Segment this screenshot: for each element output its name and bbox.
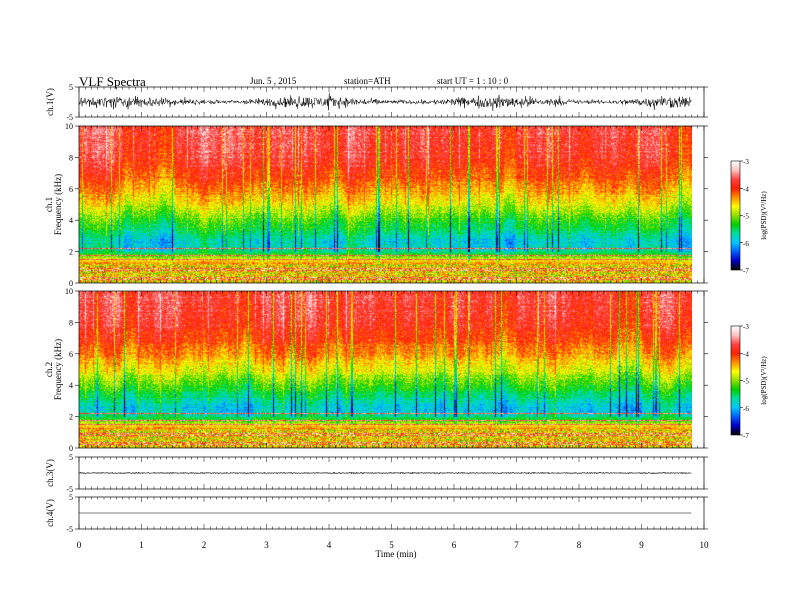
colorbar-tick-label: -5 bbox=[743, 213, 749, 221]
colorbar-tick-label: -3 bbox=[743, 323, 749, 331]
colorbar-tick-label: -4 bbox=[743, 350, 749, 358]
station-label: station=ATH bbox=[344, 76, 391, 86]
y-tick-label: 10 bbox=[65, 287, 73, 296]
y-tick-label: 2 bbox=[69, 248, 73, 257]
date-label: Jun. 5 , 2015 bbox=[250, 76, 297, 86]
colorbar-tick-label: -7 bbox=[743, 267, 749, 275]
start-time-label: start UT = 1 : 10 : 0 bbox=[437, 76, 509, 86]
colorbar-tick-label: -4 bbox=[743, 185, 749, 193]
waveform-ch3_wave bbox=[78, 471, 692, 475]
y-axis-channel-label: ch.1 bbox=[44, 197, 54, 212]
colorbar-layer: -3 -4 -5 -6 -7 log(PSD)(V²/Hz) -3 -4 -5 -6 -7 log(P… bbox=[730, 158, 768, 440]
y-axis-label: ch.1(V) bbox=[45, 88, 55, 116]
x-tick-label: 5 bbox=[389, 540, 394, 550]
y-tick-label: 5 bbox=[69, 83, 73, 92]
y-tick-label: 4 bbox=[69, 216, 73, 225]
x-tick-label: 9 bbox=[639, 540, 644, 550]
colorbar-tick-label: -3 bbox=[743, 158, 749, 166]
x-tick-label: 1 bbox=[139, 540, 144, 550]
y-tick-label: 6 bbox=[69, 185, 73, 194]
colorbar-label: log(PSD)(V²/Hz) bbox=[760, 191, 768, 240]
x-tick-label: 7 bbox=[514, 540, 519, 550]
colorbar-ch1_spec bbox=[731, 161, 740, 270]
y-axis-label: Frequency (kHz) bbox=[53, 339, 63, 400]
colorbar-ch2_spec bbox=[731, 326, 740, 435]
colorbar-tick-label: -5 bbox=[743, 378, 749, 386]
y-tick-label: 8 bbox=[69, 153, 73, 162]
y-tick-label: -5 bbox=[66, 485, 73, 494]
y-axis-label: ch.4(V) bbox=[45, 499, 55, 527]
y-tick-label: 4 bbox=[69, 381, 73, 390]
colorbar-label: log(PSD)(V²/Hz) bbox=[760, 356, 768, 405]
y-axis-label: Frequency (kHz) bbox=[53, 174, 63, 235]
spectrogram-ch2_spec bbox=[79, 291, 692, 448]
y-tick-label: 8 bbox=[69, 318, 73, 327]
x-tick-label: 8 bbox=[577, 540, 582, 550]
y-tick-label: 0 bbox=[69, 279, 73, 288]
x-tick-label: 0 bbox=[77, 540, 82, 550]
y-tick-label: 10 bbox=[65, 122, 73, 131]
colorbar-tick-label: -6 bbox=[743, 240, 749, 248]
waveform-layer bbox=[78, 92, 692, 514]
y-tick-label: -5 bbox=[66, 113, 73, 122]
y-tick-label: -5 bbox=[66, 525, 73, 534]
chart-title: VLF Spectra bbox=[79, 74, 146, 89]
y-axis-label: ch.3(V) bbox=[45, 459, 55, 487]
y-axis-channel-label: ch.2 bbox=[44, 362, 54, 377]
spectrogram-layer bbox=[79, 126, 692, 448]
y-tick-label: 6 bbox=[69, 350, 73, 359]
x-axis-label: Time (min) bbox=[376, 549, 417, 559]
x-tick-label: 2 bbox=[202, 540, 207, 550]
x-tick-label: 6 bbox=[452, 540, 457, 550]
colorbar-tick-label: -7 bbox=[743, 432, 749, 440]
y-tick-label: 5 bbox=[69, 493, 73, 502]
y-tick-label: 0 bbox=[69, 444, 73, 453]
waveform-ch1_wave bbox=[78, 92, 692, 111]
y-tick-label: 2 bbox=[69, 413, 73, 422]
colorbar-tick-label: -6 bbox=[743, 405, 749, 413]
x-tick-label: 3 bbox=[264, 540, 269, 550]
spectrogram-ch1_spec bbox=[79, 126, 692, 283]
y-tick-label: 5 bbox=[69, 453, 73, 462]
x-tick-label: 10 bbox=[700, 540, 710, 550]
x-tick-label: 4 bbox=[327, 540, 332, 550]
